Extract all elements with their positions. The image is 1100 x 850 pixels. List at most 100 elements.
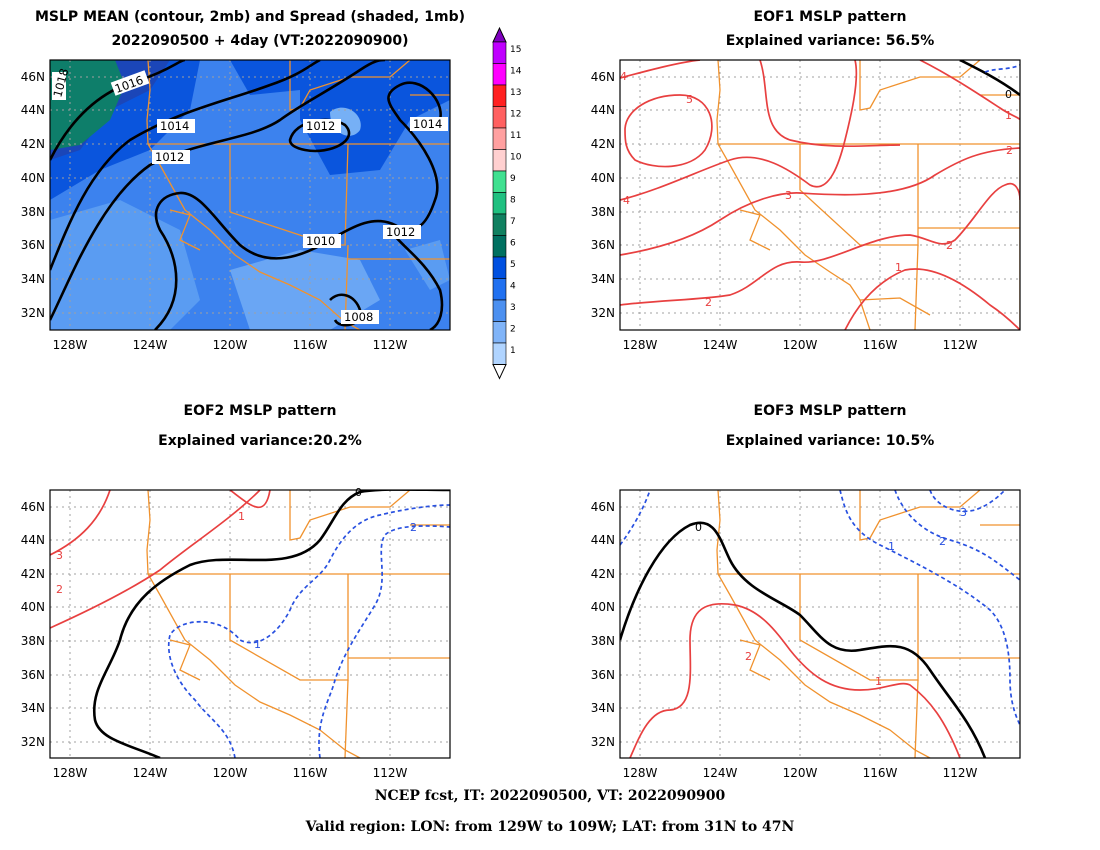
svg-text:128W: 128W: [53, 338, 88, 352]
mean-gridlines: [50, 60, 450, 330]
colorbar-swatch: [492, 84, 507, 107]
svg-text:1014: 1014: [413, 117, 442, 131]
eof2-contours: [50, 490, 450, 758]
svg-text:112W: 112W: [373, 338, 408, 352]
svg-text:44N: 44N: [21, 533, 45, 547]
svg-text:34N: 34N: [21, 272, 45, 286]
svg-text:1: 1: [875, 675, 882, 688]
svg-text:128W: 128W: [623, 766, 658, 780]
colorbar-swatch: [492, 149, 507, 172]
eof1-lat-labels: 46N 44N 42N 40N 38N 36N 34N 32N: [591, 70, 615, 320]
mean-panel-title: MSLP MEAN (contour, 2mb) and Spread (sha…: [35, 9, 465, 25]
colorbar-top-arrow: [492, 26, 507, 43]
svg-text:1014: 1014: [160, 119, 189, 133]
svg-text:128W: 128W: [623, 338, 658, 352]
colorbar-swatch: [492, 41, 507, 64]
svg-text:40N: 40N: [21, 171, 45, 185]
colorbar-label: 10: [510, 153, 522, 163]
svg-text:38N: 38N: [21, 634, 45, 648]
svg-text:112W: 112W: [373, 766, 408, 780]
svg-text:128W: 128W: [53, 766, 88, 780]
colorbar-swatch: [492, 127, 507, 150]
svg-text:3: 3: [56, 549, 63, 562]
svg-text:1: 1: [238, 510, 245, 523]
svg-text:32N: 32N: [21, 735, 45, 749]
colorbar-swatch: [492, 342, 507, 365]
colorbar-swatch: [492, 170, 507, 193]
spread-colorbar: 15 14 13 12 11 10 9 8 7 6 5 4 3 2 1: [492, 26, 522, 380]
svg-text:116W: 116W: [863, 766, 898, 780]
eof3-contour-labels: 0 1 2 3 2 1: [695, 506, 967, 688]
svg-text:3: 3: [960, 506, 967, 519]
svg-text:46N: 46N: [591, 500, 615, 514]
svg-text:0: 0: [355, 486, 362, 499]
eof2-contour-labels: 3 2 1 0 1 2: [56, 486, 417, 651]
eof3-title: EOF3 MSLP pattern: [753, 403, 907, 419]
eof3-variance: Explained variance: 10.5%: [725, 433, 935, 449]
svg-text:38N: 38N: [591, 634, 615, 648]
svg-text:124W: 124W: [133, 338, 168, 352]
colorbar-label: 11: [510, 131, 521, 141]
svg-text:36N: 36N: [21, 668, 45, 682]
colorbar-label: 5: [510, 260, 516, 270]
colorbar-swatch: [492, 106, 507, 129]
svg-text:36N: 36N: [21, 238, 45, 252]
svg-text:40N: 40N: [591, 600, 615, 614]
colorbar-label: 9: [510, 174, 516, 184]
svg-text:124W: 124W: [703, 766, 738, 780]
colorbar-swatch: [492, 213, 507, 236]
svg-text:5: 5: [686, 93, 693, 106]
svg-text:2: 2: [745, 650, 752, 663]
svg-text:2: 2: [939, 535, 946, 548]
colorbar-swatch: [492, 299, 507, 322]
svg-text:1: 1: [895, 261, 902, 274]
svg-text:34N: 34N: [591, 272, 615, 286]
contour-label: 1014: [157, 119, 195, 133]
svg-text:1: 1: [888, 540, 895, 553]
svg-text:46N: 46N: [591, 70, 615, 84]
contour-label: 1012: [383, 225, 421, 239]
svg-text:44N: 44N: [21, 103, 45, 117]
svg-text:2: 2: [705, 296, 712, 309]
svg-text:1: 1: [254, 638, 261, 651]
contour-label: 1014: [410, 117, 448, 131]
colorbar-bottom-arrow: [492, 364, 507, 380]
colorbar-label: 7: [510, 217, 516, 227]
colorbar-swatch: [492, 63, 507, 86]
colorbar-swatch: [492, 321, 507, 344]
colorbar-label: 2: [510, 325, 516, 335]
svg-text:1012: 1012: [386, 225, 415, 239]
svg-text:46N: 46N: [21, 500, 45, 514]
svg-text:1: 1: [1005, 109, 1012, 122]
svg-text:46N: 46N: [21, 70, 45, 84]
colorbar-label: 1: [510, 346, 516, 356]
svg-text:38N: 38N: [21, 205, 45, 219]
colorbar-swatch: [492, 235, 507, 258]
svg-text:32N: 32N: [21, 306, 45, 320]
colorbar-label: 6: [510, 239, 516, 249]
footer-line-1: NCEP fcst, IT: 2022090500, VT: 202209090…: [374, 788, 726, 804]
svg-text:36N: 36N: [591, 668, 615, 682]
colorbar-label: 13: [510, 88, 521, 98]
svg-text:124W: 124W: [133, 766, 168, 780]
eof2-lat-labels: 46N 44N 42N 40N 38N 36N 34N 32N: [21, 500, 45, 749]
eof3-lat-labels: 46N 44N 42N 40N 38N 36N 34N 32N: [591, 500, 615, 749]
contour-label: 1012: [152, 150, 190, 164]
svg-text:112W: 112W: [943, 766, 978, 780]
eof2-title: EOF2 MSLP pattern: [183, 403, 337, 419]
svg-text:42N: 42N: [591, 567, 615, 581]
eof2-gridlines: [50, 490, 450, 758]
svg-text:0: 0: [1005, 88, 1012, 101]
svg-text:4: 4: [623, 194, 630, 207]
svg-text:34N: 34N: [591, 701, 615, 715]
svg-text:40N: 40N: [591, 171, 615, 185]
svg-text:116W: 116W: [293, 338, 328, 352]
eof2-variance: Explained variance:20.2%: [158, 433, 362, 449]
eof2-lon-labels: 128W 124W 120W 116W 112W: [53, 766, 408, 780]
svg-text:36N: 36N: [591, 238, 615, 252]
mean-lon-labels: 128W 124W 120W 116W 112W: [53, 338, 408, 352]
eof1-title: EOF1 MSLP pattern: [753, 9, 907, 25]
svg-text:32N: 32N: [591, 735, 615, 749]
eof2-state-borders: [146, 490, 450, 758]
